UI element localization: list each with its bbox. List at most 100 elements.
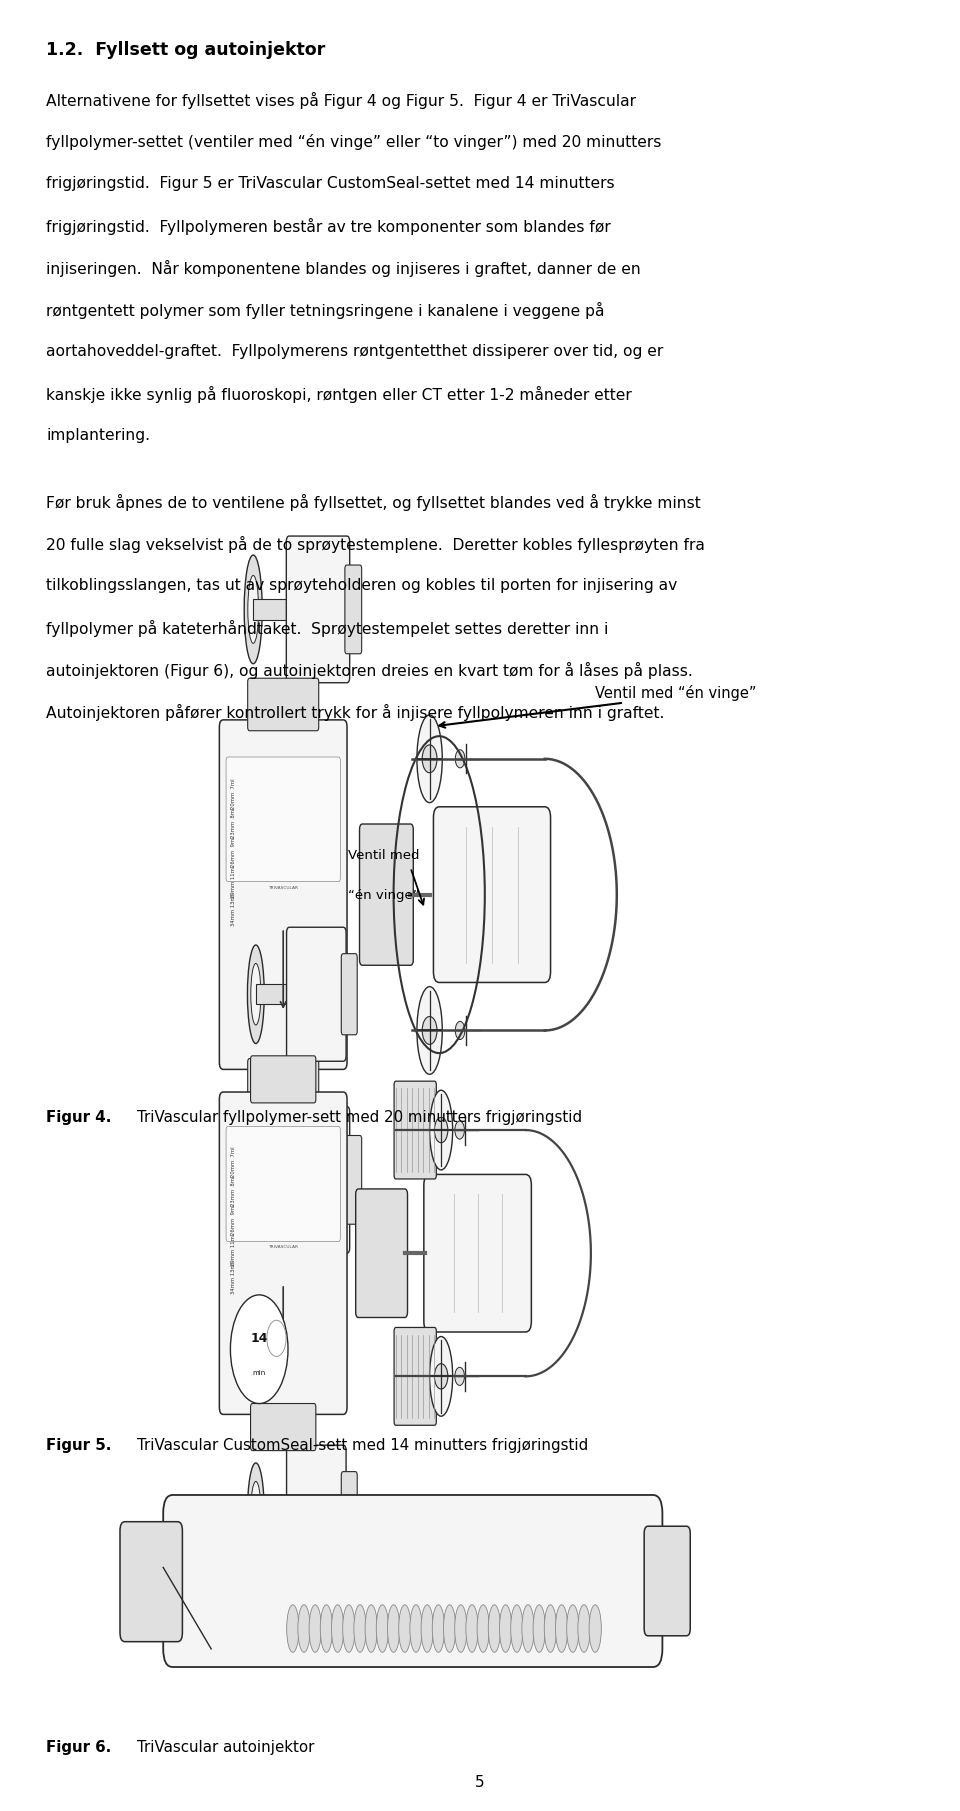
Ellipse shape <box>434 1364 447 1389</box>
Text: 20mm  7ml: 20mm 7ml <box>230 779 236 810</box>
FancyBboxPatch shape <box>355 1188 407 1318</box>
Ellipse shape <box>578 1605 590 1652</box>
Ellipse shape <box>533 1605 545 1652</box>
Text: 23mm  8ml: 23mm 8ml <box>230 1175 236 1206</box>
Ellipse shape <box>321 1605 332 1652</box>
Ellipse shape <box>589 1605 601 1652</box>
Ellipse shape <box>251 1481 261 1543</box>
Text: implantering.: implantering. <box>46 429 150 444</box>
Text: 34mm 13ml: 34mm 13ml <box>230 1262 236 1295</box>
FancyBboxPatch shape <box>251 1404 316 1451</box>
Text: autoinjektoren (Figur 6), og autoinjektoren dreies en kvart tøm for å låses på p: autoinjektoren (Figur 6), og autoinjekto… <box>46 663 693 679</box>
Ellipse shape <box>248 576 258 643</box>
Text: Før bruk åpnes de to ventilene på fyllsettet, og fyllsettet blandes ved å trykke: Før bruk åpnes de to ventilene på fyllse… <box>46 494 701 511</box>
FancyBboxPatch shape <box>394 1327 436 1425</box>
Ellipse shape <box>432 1605 444 1652</box>
Text: 29mm 11ml: 29mm 11ml <box>230 866 236 898</box>
Ellipse shape <box>248 1146 258 1213</box>
Text: 34mm 13ml: 34mm 13ml <box>230 895 236 925</box>
Ellipse shape <box>251 963 261 1025</box>
FancyBboxPatch shape <box>219 1092 347 1414</box>
Ellipse shape <box>421 1605 433 1652</box>
FancyBboxPatch shape <box>248 677 319 730</box>
Text: Autoinjektoren påfører kontrollert trykk for å injisere fyllpolymeren inn i graf: Autoinjektoren påfører kontrollert trykk… <box>46 704 664 721</box>
FancyBboxPatch shape <box>248 1058 319 1112</box>
Text: Ventil med “én vinge”: Ventil med “én vinge” <box>595 685 756 701</box>
Text: min: min <box>252 1369 266 1376</box>
Ellipse shape <box>422 1016 437 1045</box>
Ellipse shape <box>244 554 262 663</box>
Bar <box>253 1170 289 1192</box>
Text: 20 fulle slag vekselvist på de to sprøytestemplene.  Deretter kobles fyllesprøyt: 20 fulle slag vekselvist på de to sprøyt… <box>46 536 705 554</box>
FancyBboxPatch shape <box>219 719 347 1068</box>
Text: røntgentett polymer som fyller tetningsringene i kanalene i veggene på: røntgentett polymer som fyller tetningsr… <box>46 302 605 319</box>
Text: aortahoveddel-graftet.  Fyllpolymerens røntgentetthet dissiperer over tid, og er: aortahoveddel-graftet. Fyllpolymerens rø… <box>46 344 663 359</box>
Ellipse shape <box>429 1090 452 1170</box>
Text: frigjøringstid.  Figur 5 er TriVascular CustomSeal-settet med 14 minutters: frigjøringstid. Figur 5 er TriVascular C… <box>46 176 614 192</box>
FancyBboxPatch shape <box>286 1445 346 1579</box>
FancyBboxPatch shape <box>394 1081 436 1179</box>
FancyBboxPatch shape <box>251 1056 316 1103</box>
Text: 1.2.  Fyllsett og autoinjektor: 1.2. Fyllsett og autoinjektor <box>46 40 325 58</box>
Ellipse shape <box>287 1605 299 1652</box>
Ellipse shape <box>429 1337 452 1416</box>
FancyBboxPatch shape <box>423 1174 532 1333</box>
Ellipse shape <box>398 1605 411 1652</box>
FancyBboxPatch shape <box>286 1107 349 1253</box>
Ellipse shape <box>298 1605 310 1652</box>
Text: “én vinge”: “én vinge” <box>348 889 420 902</box>
Ellipse shape <box>388 1605 399 1652</box>
Ellipse shape <box>417 715 443 802</box>
Ellipse shape <box>244 1125 262 1235</box>
Text: fyllpolymer på kateterhåndtaket.  Sprøytestempelet settes deretter inn i: fyllpolymer på kateterhåndtaket. Sprøyte… <box>46 621 609 637</box>
FancyBboxPatch shape <box>342 954 357 1034</box>
FancyBboxPatch shape <box>644 1527 690 1635</box>
Ellipse shape <box>422 744 437 773</box>
Ellipse shape <box>343 1605 355 1652</box>
Ellipse shape <box>434 1117 447 1143</box>
Text: TRIVASCULAR: TRIVASCULAR <box>268 1244 299 1250</box>
Ellipse shape <box>248 945 264 1043</box>
Ellipse shape <box>544 1605 557 1652</box>
FancyBboxPatch shape <box>342 1472 357 1552</box>
Ellipse shape <box>499 1605 512 1652</box>
Text: frigjøringstid.  Fyllpolymeren består av tre komponenter som blandes før: frigjøringstid. Fyllpolymeren består av … <box>46 219 611 235</box>
FancyBboxPatch shape <box>359 824 413 965</box>
Text: Figur 6.: Figur 6. <box>46 1740 111 1755</box>
Bar <box>255 1503 290 1521</box>
Circle shape <box>455 1021 465 1040</box>
FancyBboxPatch shape <box>163 1496 662 1666</box>
FancyBboxPatch shape <box>227 1126 340 1242</box>
Text: Figur 5.: Figur 5. <box>46 1438 111 1452</box>
Text: injiseringen.  Når komponentene blandes og injiseres i graftet, danner de en: injiseringen. Når komponentene blandes o… <box>46 261 641 277</box>
Circle shape <box>230 1295 288 1404</box>
Ellipse shape <box>556 1605 567 1652</box>
Text: 23mm  8ml: 23mm 8ml <box>230 808 236 838</box>
Ellipse shape <box>248 1463 264 1561</box>
Text: TriVascular CustomSeal-sett med 14 minutters frigjøringstid: TriVascular CustomSeal-sett med 14 minut… <box>137 1438 588 1452</box>
Text: 26mm  9ml: 26mm 9ml <box>230 1204 236 1235</box>
Text: 26mm  9ml: 26mm 9ml <box>230 837 236 867</box>
Text: TriVascular fyllpolymer-sett med 20 minutters frigjøringstid: TriVascular fyllpolymer-sett med 20 minu… <box>137 1110 583 1125</box>
Ellipse shape <box>566 1605 579 1652</box>
Ellipse shape <box>417 987 443 1074</box>
Text: 14: 14 <box>251 1331 268 1346</box>
FancyBboxPatch shape <box>345 1135 362 1224</box>
Ellipse shape <box>331 1605 344 1652</box>
Circle shape <box>455 1121 465 1139</box>
Text: tilkoblingsslangen, tas ut av sprøyteholderen og kobles til porten for injiserin: tilkoblingsslangen, tas ut av sprøytehol… <box>46 578 678 594</box>
Ellipse shape <box>376 1605 389 1652</box>
Text: 29mm 11ml: 29mm 11ml <box>230 1233 236 1266</box>
Bar <box>255 985 290 1003</box>
Text: TRIVASCULAR: TRIVASCULAR <box>268 886 299 889</box>
Text: Alternativene for fyllsettet vises på Figur 4 og Figur 5.  Figur 4 er TriVascula: Alternativene for fyllsettet vises på Fi… <box>46 92 636 109</box>
FancyBboxPatch shape <box>286 536 349 683</box>
Circle shape <box>455 750 465 768</box>
Ellipse shape <box>444 1605 456 1652</box>
Ellipse shape <box>522 1605 534 1652</box>
Text: Figur 4.: Figur 4. <box>46 1110 111 1125</box>
Text: Ventil med: Ventil med <box>348 849 420 862</box>
Ellipse shape <box>455 1605 467 1652</box>
Ellipse shape <box>466 1605 478 1652</box>
Circle shape <box>455 1367 465 1385</box>
